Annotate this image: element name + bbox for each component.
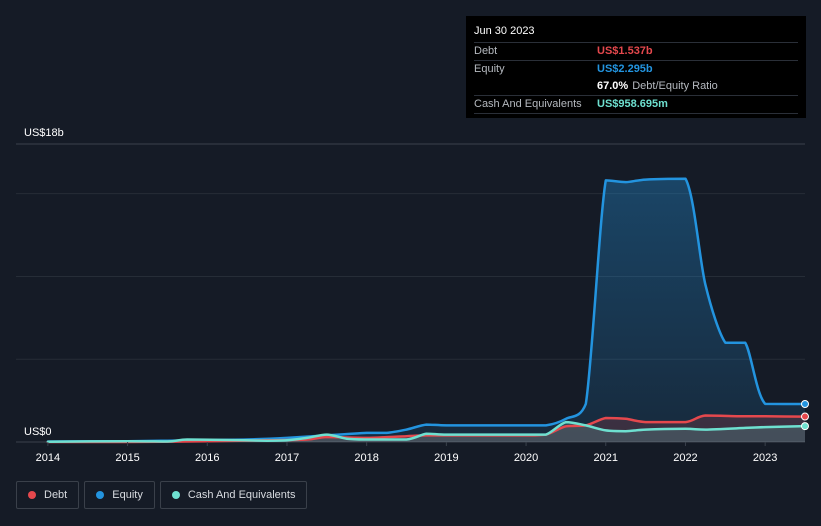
tooltip-debt-value: US$1.537b (597, 45, 653, 57)
x-tick-label: 2023 (753, 452, 777, 464)
tooltip-equity-label: Equity (474, 63, 505, 75)
y-axis-top-label: US$18b (24, 127, 64, 139)
chart-legend: Debt Equity Cash And Equivalents (16, 481, 308, 509)
tooltip-equity-value: US$2.295b (597, 63, 653, 75)
tooltip-ratio-label: Debt/Equity Ratio (632, 80, 718, 92)
tooltip-debt-row: Debt US$1.537b (474, 42, 798, 60)
tooltip-debt-label: Debt (474, 45, 498, 57)
tooltip-ratio-row: 67.0% Debt/Equity Ratio (474, 78, 798, 95)
cash-and-equivalents-area (47, 422, 805, 442)
tooltip-cash-value: US$958.695m (597, 98, 668, 110)
cash-and-equivalents-line (46, 420, 807, 443)
x-tick-label: 2018 (354, 452, 378, 464)
debt-dot-icon (28, 491, 36, 499)
x-tick-label: 2019 (434, 452, 458, 464)
x-tick-label: 2016 (195, 452, 219, 464)
tooltip-cash-row: Cash And Equivalents US$958.695m (474, 95, 798, 114)
hover-tooltip: Jun 30 2023 Debt US$1.537b Equity US$2.2… (466, 16, 806, 118)
cash-and-equivalents-end-marker (801, 422, 809, 431)
legend-item-equity[interactable]: Equity (84, 481, 155, 509)
series-areas (47, 178, 805, 443)
equity-dot-icon (96, 491, 105, 499)
x-tick-label: 2017 (275, 452, 299, 464)
series-end-markers (801, 400, 809, 431)
equity-end-marker (801, 400, 809, 409)
equity-area (47, 178, 805, 443)
debt-area (47, 415, 805, 442)
x-tick-label: 2022 (673, 452, 697, 464)
tooltip-equity-row: Equity US$2.295b (474, 60, 798, 78)
x-tick-label: 2021 (594, 452, 618, 464)
tooltip-ratio-value: 67.0% (597, 80, 629, 92)
cash-dot-icon (171, 491, 180, 499)
y-axis-bottom-label: US$0 (24, 426, 52, 438)
x-axis-ticks: 2014 2015 2016 2017 2018 2019 2020 2021 2022 2023 (36, 442, 777, 464)
legend-debt-label: Debt (44, 489, 68, 501)
legend-cash-label: Cash And Equivalents (187, 489, 296, 501)
x-tick-label: 2020 (514, 452, 538, 464)
legend-equity-label: Equity (112, 489, 143, 501)
tooltip-date: Jun 30 2023 (474, 25, 535, 37)
x-tick-label: 2014 (36, 452, 60, 464)
debt-end-marker (801, 412, 809, 421)
legend-item-debt[interactable]: Debt (16, 481, 80, 509)
x-tick-label: 2015 (115, 452, 139, 464)
tooltip-cash-label: Cash And Equivalents (474, 98, 582, 110)
legend-item-cash[interactable]: Cash And Equivalents (159, 481, 308, 509)
series-lines (46, 177, 807, 444)
